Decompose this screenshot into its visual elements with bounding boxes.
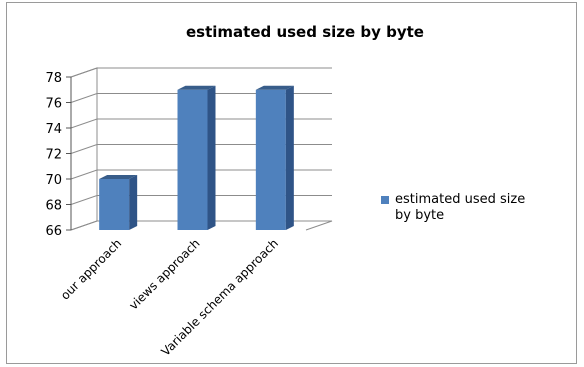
- bar-top: [99, 175, 138, 179]
- legend-swatch: [381, 196, 389, 204]
- legend-label-line1: estimated used size: [395, 192, 525, 207]
- gridlines: [66, 67, 332, 231]
- y-tick-label: 74: [45, 122, 62, 137]
- gridline: [70, 195, 332, 205]
- bars: [99, 85, 294, 230]
- bar-front: [99, 179, 130, 230]
- back-wall-edge: [70, 67, 98, 221]
- y-tick-label: 68: [45, 199, 62, 214]
- gridline: [70, 93, 332, 103]
- bar-front: [177, 89, 208, 230]
- bar-top: [177, 85, 216, 90]
- bar-3: [255, 85, 294, 230]
- bar-side: [129, 175, 138, 230]
- chart-title: estimated used size by byte: [186, 23, 424, 41]
- gridline: [70, 220, 332, 231]
- y-tick-labels: 66 68 70 72 74 76 78: [45, 71, 62, 239]
- y-tick-label: 66: [45, 224, 62, 239]
- bar-side: [207, 85, 216, 230]
- bar-side: [285, 85, 294, 230]
- bar-2: [177, 85, 216, 230]
- y-tick-label: 70: [45, 173, 62, 188]
- x-category-label: our approach: [58, 236, 124, 302]
- gridline: [70, 118, 332, 129]
- y-tick-label: 76: [45, 97, 62, 112]
- bar-top: [255, 85, 294, 90]
- gridline: [70, 67, 332, 78]
- legend: estimated used size by byte: [381, 192, 525, 223]
- gridline: [70, 169, 332, 180]
- bar-1: [99, 175, 138, 230]
- y-tick-label: 72: [45, 148, 62, 163]
- y-tick-label: 78: [45, 71, 62, 86]
- x-category-label: views approach: [126, 236, 202, 312]
- bar-front: [255, 89, 286, 230]
- legend-label-line2: by byte: [395, 208, 444, 223]
- gridline: [70, 144, 332, 154]
